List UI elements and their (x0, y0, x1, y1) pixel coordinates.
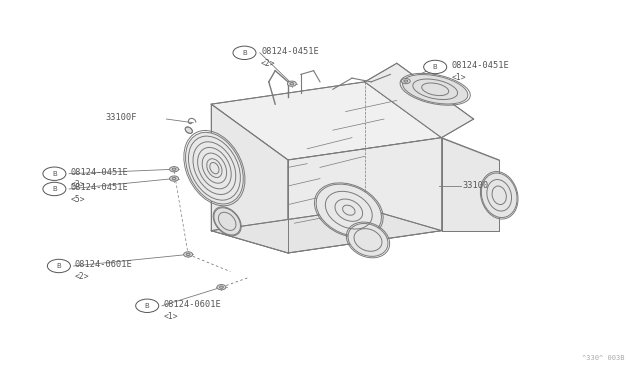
Polygon shape (211, 104, 288, 253)
Circle shape (233, 46, 256, 60)
Circle shape (43, 182, 66, 196)
Text: <1>: <1> (452, 73, 467, 82)
Ellipse shape (348, 224, 388, 256)
Text: B: B (433, 64, 438, 70)
Ellipse shape (401, 78, 410, 84)
Text: B: B (52, 186, 57, 192)
Text: 08124-0451E: 08124-0451E (70, 183, 128, 192)
Ellipse shape (184, 252, 193, 257)
Ellipse shape (172, 168, 176, 170)
Ellipse shape (404, 80, 408, 82)
Polygon shape (211, 208, 442, 253)
Text: <5>: <5> (70, 195, 85, 204)
Circle shape (424, 60, 447, 74)
Ellipse shape (481, 173, 517, 218)
Text: ^330^ 003B: ^330^ 003B (582, 355, 624, 361)
Circle shape (47, 259, 70, 273)
Ellipse shape (220, 286, 223, 288)
Text: B: B (56, 263, 61, 269)
Circle shape (136, 299, 159, 312)
Ellipse shape (170, 167, 179, 172)
Circle shape (43, 167, 66, 180)
Text: 08124-0601E: 08124-0601E (163, 300, 221, 309)
Ellipse shape (185, 127, 193, 134)
Ellipse shape (287, 81, 296, 86)
Ellipse shape (403, 74, 468, 104)
Text: 33100F: 33100F (106, 113, 137, 122)
Text: 33100: 33100 (462, 182, 488, 190)
Text: <2>: <2> (261, 59, 276, 68)
Ellipse shape (217, 285, 226, 290)
Ellipse shape (186, 253, 190, 256)
Ellipse shape (186, 132, 243, 204)
Polygon shape (288, 138, 442, 253)
Ellipse shape (170, 176, 179, 181)
Ellipse shape (316, 184, 381, 236)
Text: <1>: <1> (163, 312, 178, 321)
Ellipse shape (214, 208, 241, 235)
Text: B: B (242, 50, 247, 56)
Ellipse shape (290, 83, 294, 85)
Text: <3>: <3> (70, 180, 85, 189)
Text: 08124-0601E: 08124-0601E (75, 260, 132, 269)
Text: <2>: <2> (75, 272, 90, 281)
Text: 08124-0451E: 08124-0451E (261, 47, 319, 56)
Text: B: B (52, 171, 57, 177)
Text: B: B (145, 303, 150, 309)
Text: 08124-0451E: 08124-0451E (452, 61, 509, 70)
Polygon shape (442, 138, 499, 231)
Text: 08124-0451E: 08124-0451E (70, 168, 128, 177)
Polygon shape (211, 82, 442, 160)
Polygon shape (365, 63, 474, 138)
Ellipse shape (172, 177, 176, 180)
